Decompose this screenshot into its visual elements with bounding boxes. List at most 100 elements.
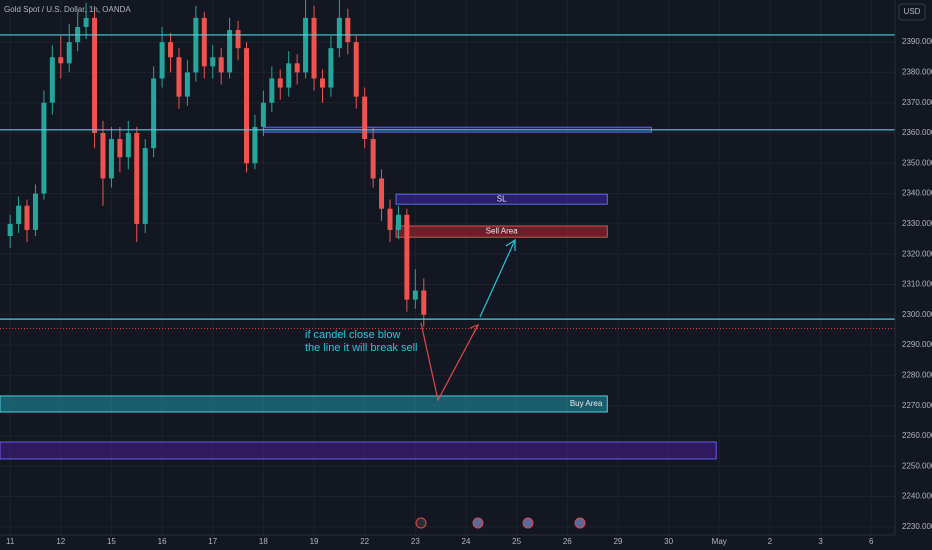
candle-body — [201, 17, 207, 67]
x-tick-label: 26 — [563, 537, 572, 546]
candle-body — [184, 72, 190, 97]
candle-body — [49, 57, 55, 103]
x-tick-label: 24 — [462, 537, 471, 546]
price-axis — [895, 0, 932, 550]
y-tick-label: 2280.000 — [902, 370, 932, 379]
y-tick-label: 2380.000 — [902, 68, 932, 77]
candle-body — [83, 17, 89, 27]
zone-label: Sell Area — [486, 227, 519, 236]
candle-body — [92, 17, 98, 133]
candle-body — [151, 78, 157, 149]
candle-body — [328, 48, 334, 88]
candle-body — [134, 132, 140, 224]
x-tick-label: 16 — [158, 537, 167, 546]
x-tick-label: 2 — [768, 537, 773, 546]
annotation: if candel close blow — [305, 329, 400, 341]
red-arrowhead — [469, 323, 480, 334]
candle-body — [319, 78, 325, 88]
candle-body — [227, 29, 233, 73]
y-tick-label: 2240.000 — [902, 492, 932, 501]
candle-body — [370, 139, 376, 179]
x-tick-label: 23 — [411, 537, 420, 546]
x-tick-label: 6 — [869, 537, 874, 546]
candle-body — [16, 205, 22, 224]
candle-body — [362, 96, 368, 140]
candle-body — [311, 17, 317, 79]
candle-body — [24, 205, 30, 230]
y-tick-label: 2370.000 — [902, 98, 932, 107]
candle-body — [168, 42, 174, 58]
y-tick-label: 2250.000 — [902, 461, 932, 470]
y-tick-label: 2260.000 — [902, 431, 932, 440]
candle-body — [32, 193, 38, 230]
candle-body — [41, 102, 47, 194]
red-path — [420, 322, 479, 402]
y-tick-label: 2270.000 — [902, 401, 932, 410]
candle-body — [269, 78, 275, 103]
candle-body — [395, 214, 401, 230]
y-tick-label: 2300.000 — [902, 310, 932, 319]
candle-body — [277, 78, 283, 88]
y-tick-label: 2330.000 — [902, 219, 932, 228]
candle-body — [387, 208, 393, 230]
currency: USD — [904, 7, 921, 16]
candle-body — [218, 57, 224, 73]
teal-arrowhead — [505, 238, 516, 251]
x-tick-label: 19 — [310, 537, 319, 546]
candle-body — [108, 139, 114, 179]
x-tick-label: 15 — [107, 537, 116, 546]
y-tick-label: 2340.000 — [902, 189, 932, 198]
zone-label: SL — [497, 194, 507, 203]
x-tick-label: 12 — [56, 537, 65, 546]
teal-arrow — [479, 239, 516, 318]
y-tick-label: 2350.000 — [902, 158, 932, 167]
candle-body — [412, 290, 418, 300]
currency-box — [898, 3, 926, 21]
x-tick-label: 30 — [664, 537, 673, 546]
candle-body — [303, 17, 309, 73]
candle-body — [244, 48, 250, 164]
zone — [395, 225, 608, 238]
candle-body — [7, 223, 13, 236]
y-tick-label: 2390.000 — [902, 37, 932, 46]
chart-title: Gold Spot / U.S. Dollar, 1h, OANDA — [4, 5, 131, 14]
x-tick-label: 25 — [512, 537, 521, 546]
x-tick-label: 3 — [818, 537, 823, 546]
zone — [395, 193, 608, 205]
candle-body — [58, 57, 64, 64]
axis: 2230.000 2240.000 2250.000 2260.000 2270.000… — [6, 37, 932, 546]
candle-body — [66, 42, 72, 64]
candle-body — [345, 17, 351, 43]
candle-body — [294, 63, 300, 73]
candle-body — [100, 132, 106, 179]
candle-body — [125, 132, 131, 158]
candle-body — [286, 63, 292, 88]
candle-body — [379, 178, 385, 209]
candle-body — [117, 139, 123, 158]
y-tick-label: 2290.000 — [902, 340, 932, 349]
candle-body — [142, 148, 148, 224]
candle-body — [159, 42, 165, 79]
candle-body — [353, 42, 359, 97]
candle-body — [404, 214, 410, 300]
event-icons — [415, 517, 586, 529]
x-tick-label: 29 — [613, 537, 622, 546]
candle-body — [252, 126, 258, 164]
y-tick-label: 2320.000 — [902, 249, 932, 258]
candle-body — [260, 102, 266, 127]
y-tick-label: 2310.000 — [902, 280, 932, 289]
zone — [0, 395, 608, 413]
x-tick-label: May — [712, 537, 727, 546]
x-tick-label: 17 — [208, 537, 217, 546]
candle-body — [336, 17, 342, 49]
x-tick-label: 11 — [6, 537, 15, 546]
annotation: the line it will break sell — [305, 342, 418, 354]
candle-body — [235, 29, 241, 49]
y-tick-label: 2360.000 — [902, 128, 932, 137]
zone — [0, 441, 717, 460]
x-tick-label: 22 — [360, 537, 369, 546]
x-tick-label: 18 — [259, 537, 268, 546]
candle-body — [421, 290, 427, 315]
candles — [7, 0, 427, 327]
candle-body — [176, 57, 182, 97]
